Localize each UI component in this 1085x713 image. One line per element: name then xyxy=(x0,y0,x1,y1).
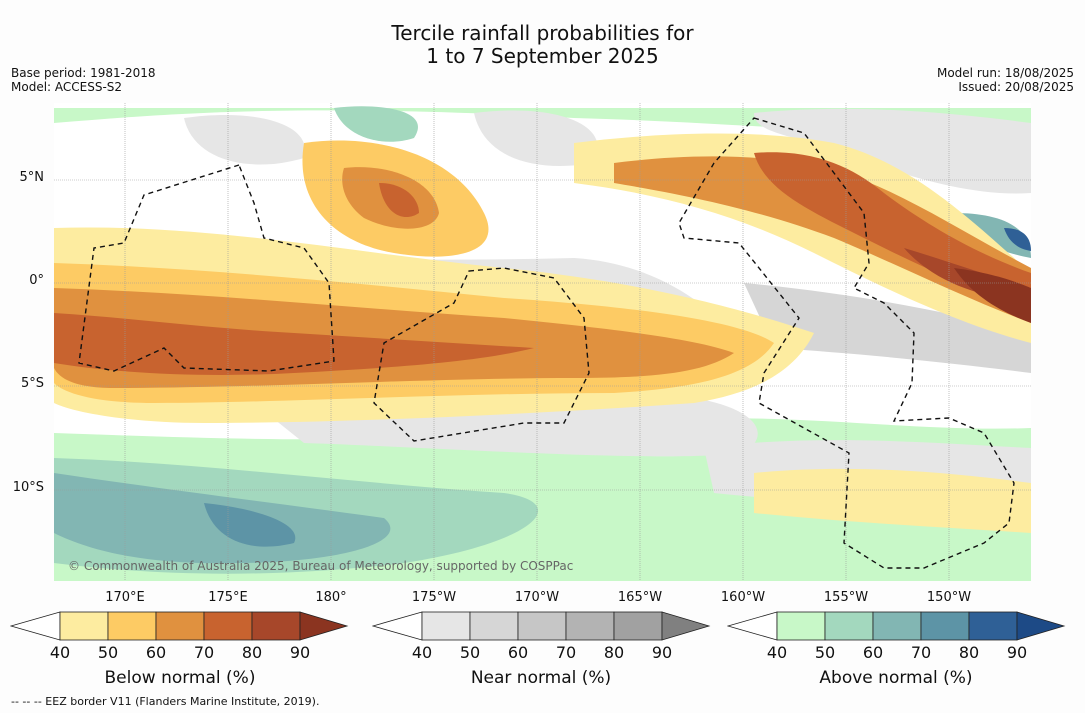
colorbar-tick-label: 80 xyxy=(604,643,624,662)
meta-left: Base period: 1981-2018 Model: ACCESS-S2 xyxy=(11,66,156,94)
above-normal-ne-core xyxy=(1004,228,1031,251)
colorbar-tick-label: 60 xyxy=(863,643,883,662)
lat-label-5s: 5°S xyxy=(20,376,44,391)
title-line-2: 1 to 7 September 2025 xyxy=(426,44,659,68)
colorbar-tick-label: 80 xyxy=(959,643,979,662)
lat-label-5n: 5°N xyxy=(19,170,45,185)
lon-label-165w: 165°W xyxy=(617,590,663,605)
lon-label-170e: 170°E xyxy=(105,590,145,605)
colorbar-below-normal-label: Below normal (%) xyxy=(104,668,256,688)
colorbar-swatch xyxy=(824,611,874,641)
above-normal-top-blob xyxy=(334,106,418,142)
map-copyright: © Commonwealth of Australia 2025, Bureau… xyxy=(68,559,574,573)
base-period: Base period: 1981-2018 xyxy=(11,66,156,80)
near-normal-patch-3 xyxy=(754,108,1031,194)
model-name: Model: ACCESS-S2 xyxy=(11,80,123,94)
below-normal-ne-band-60 xyxy=(614,156,1031,323)
lon-label-175e: 175°E xyxy=(208,590,248,605)
near-normal-swatches: 40 50 60 70 80 90 xyxy=(371,611,711,662)
map-title: Tercile rainfall probabilities for 1 to … xyxy=(0,22,1085,68)
colorbar-below-normal: 40 50 60 70 80 90 xyxy=(9,610,350,666)
colorbar-tick-label: 60 xyxy=(508,643,528,662)
above-normal-swatches: 40 50 60 70 80 90 xyxy=(726,611,1066,662)
below-normal-north-blob-70 xyxy=(379,183,419,218)
colorbar-tick-label: 70 xyxy=(911,643,931,662)
colorbar-tick-label: 80 xyxy=(242,643,262,662)
colorbar-swatch xyxy=(872,611,922,641)
colorbar-over-triangle xyxy=(299,611,349,641)
lon-label-180: 180° xyxy=(315,590,347,605)
colorbar-tick-label: 50 xyxy=(460,643,480,662)
colorbar-over-triangle xyxy=(661,611,711,641)
rainfall-map[interactable] xyxy=(54,103,1031,581)
colorbar-swatch xyxy=(469,611,519,641)
colorbar-above-normal: 40 50 60 70 80 90 xyxy=(726,610,1067,666)
colorbar-tick-label: 90 xyxy=(652,643,672,662)
lon-label-150w: 150°W xyxy=(926,590,972,605)
colorbar-swatch xyxy=(613,611,663,641)
lat-label-0: 0° xyxy=(29,273,44,288)
colorbar-swatch xyxy=(968,611,1018,641)
colorbar-under-triangle xyxy=(9,611,61,641)
below-normal-se-band xyxy=(754,468,1031,533)
colorbar-tick-label: 40 xyxy=(50,643,70,662)
lon-label-170w: 170°W xyxy=(514,590,560,605)
model-run: Model run: 18/08/2025 xyxy=(936,66,1074,80)
colorbar-swatch xyxy=(920,611,970,641)
graticule xyxy=(54,103,1031,581)
meta-right: Model run: 18/08/2025 Issued: 20/08/2025 xyxy=(937,66,1074,94)
colorbar-tick-label: 90 xyxy=(290,643,310,662)
below-normal-swatches: 40 50 60 70 80 90 xyxy=(9,611,349,662)
colorbar-under-triangle xyxy=(371,611,423,641)
colorbar-swatch xyxy=(107,611,157,641)
colorbar-tick-label: 70 xyxy=(194,643,214,662)
colorbar-tick-label: 40 xyxy=(767,643,787,662)
eez-footnote: -- -- -- EEZ border V11 (Flanders Marine… xyxy=(11,695,320,708)
title-line-1: Tercile rainfall probabilities for xyxy=(391,21,694,45)
colorbar-tick-label: 90 xyxy=(1007,643,1027,662)
rainfall-map-svg xyxy=(54,103,1031,581)
colorbar-swatch xyxy=(59,611,109,641)
below-normal-70-equatorial xyxy=(54,313,534,375)
colorbar-swatch xyxy=(517,611,567,641)
near-normal-patch-5 xyxy=(744,283,1031,373)
below-normal-ne-band-90 xyxy=(954,268,1031,323)
colorbar-near-normal-label: Near normal (%) xyxy=(470,668,612,688)
colorbar-over-triangle xyxy=(1016,611,1066,641)
lat-label-10s: 10°S xyxy=(12,480,44,495)
colorbar-swatch xyxy=(565,611,615,641)
above-normal-80-south xyxy=(204,503,296,547)
lon-label-155w: 155°W xyxy=(823,590,869,605)
colorbar-swatch xyxy=(251,611,301,641)
colorbar-tick-label: 50 xyxy=(815,643,835,662)
eez-borders xyxy=(78,117,1015,569)
colorbar-tick-label: 70 xyxy=(556,643,576,662)
colorbar-swatch xyxy=(155,611,205,641)
colorbar-under-triangle xyxy=(726,611,778,641)
colorbar-swatch xyxy=(776,611,826,641)
colorbar-above-normal-label: Above normal (%) xyxy=(819,668,973,688)
colorbar-tick-label: 40 xyxy=(412,643,432,662)
near-normal-patch-2 xyxy=(474,110,598,166)
colorbar-swatch xyxy=(421,611,471,641)
near-normal-patch-1 xyxy=(184,114,306,165)
lon-label-175w: 175°W xyxy=(411,590,457,605)
colorbar-near-normal: 40 50 60 70 80 90 xyxy=(371,610,712,666)
colorbar-tick-label: 50 xyxy=(98,643,118,662)
colorbar-swatch xyxy=(203,611,253,641)
issued-date: Issued: 20/08/2025 xyxy=(958,80,1074,94)
colorbar-tick-label: 60 xyxy=(146,643,166,662)
lon-label-160w: 160°W xyxy=(720,590,766,605)
